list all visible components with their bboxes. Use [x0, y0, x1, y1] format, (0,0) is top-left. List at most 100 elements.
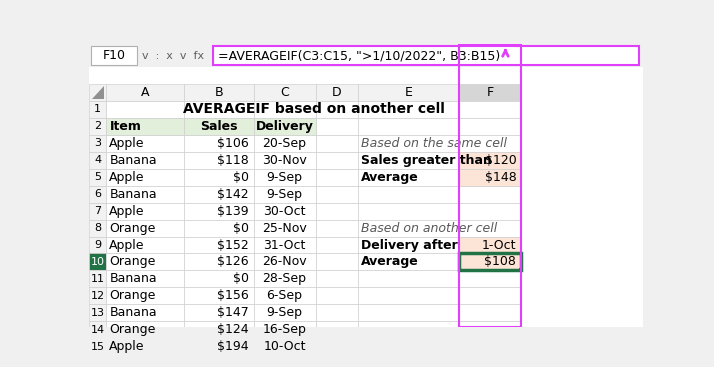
Text: 9: 9: [94, 240, 101, 250]
Text: $147: $147: [217, 306, 249, 319]
Text: Orange: Orange: [109, 323, 156, 336]
Text: 16-Sep: 16-Sep: [263, 323, 306, 336]
Bar: [106, 186, 183, 203]
Text: Orange: Orange: [109, 255, 156, 268]
Text: 15: 15: [91, 342, 105, 352]
Bar: [459, 44, 521, 327]
Text: Apple: Apple: [109, 171, 145, 184]
Bar: [253, 237, 316, 254]
Bar: [358, 101, 459, 118]
Text: $139: $139: [217, 205, 249, 218]
Text: 9-Sep: 9-Sep: [266, 188, 303, 201]
Text: Item: Item: [109, 120, 141, 133]
Text: $0: $0: [233, 171, 249, 184]
Bar: [358, 203, 459, 219]
Bar: [253, 118, 316, 135]
Text: 31-Oct: 31-Oct: [263, 239, 306, 251]
Text: Sales: Sales: [200, 120, 238, 133]
Bar: [89, 84, 106, 101]
Bar: [183, 254, 253, 270]
Bar: [106, 287, 183, 304]
Text: 13: 13: [91, 308, 105, 318]
Bar: [89, 219, 106, 237]
Bar: [459, 237, 521, 254]
Bar: [316, 118, 358, 135]
Bar: [89, 287, 106, 304]
Bar: [358, 84, 459, 101]
Bar: [106, 237, 183, 254]
Text: 12: 12: [91, 291, 105, 301]
Bar: [106, 338, 183, 355]
Bar: [253, 321, 316, 338]
Text: 30-Nov: 30-Nov: [262, 154, 307, 167]
Bar: [106, 118, 183, 135]
Text: $0: $0: [233, 272, 249, 286]
Bar: [89, 321, 106, 338]
Bar: [316, 203, 358, 219]
Text: $120: $120: [485, 154, 516, 167]
Text: Average: Average: [361, 255, 419, 268]
Bar: [316, 219, 358, 237]
Polygon shape: [91, 86, 104, 99]
Bar: [358, 237, 459, 254]
Bar: [183, 169, 253, 186]
Bar: [183, 270, 253, 287]
Bar: [106, 254, 183, 270]
Bar: [183, 304, 253, 321]
Text: 1: 1: [94, 105, 101, 115]
Bar: [183, 84, 253, 101]
Bar: [183, 219, 253, 237]
Bar: [459, 287, 521, 304]
Bar: [253, 84, 316, 101]
Bar: [459, 84, 521, 101]
Text: E: E: [405, 86, 413, 99]
Bar: [316, 84, 358, 101]
Bar: [253, 169, 316, 186]
Bar: [316, 135, 358, 152]
Bar: [106, 270, 183, 287]
Text: Delivery: Delivery: [256, 120, 313, 133]
Bar: [183, 118, 253, 135]
Text: Banana: Banana: [109, 272, 157, 286]
Bar: [106, 304, 183, 321]
Bar: [459, 304, 521, 321]
Bar: [106, 84, 183, 101]
Text: =AVERAGEIF(C3:C15, ">1/10/2022", B3:B15): =AVERAGEIF(C3:C15, ">1/10/2022", B3:B15): [218, 49, 500, 62]
Bar: [358, 152, 459, 169]
Bar: [89, 152, 106, 169]
Text: AVERAGEIF based on another cell: AVERAGEIF based on another cell: [183, 102, 445, 116]
Text: $108: $108: [484, 255, 516, 268]
Text: C: C: [280, 86, 289, 99]
Bar: [316, 287, 358, 304]
Bar: [316, 270, 358, 287]
Bar: [89, 101, 106, 118]
Bar: [253, 118, 316, 135]
Bar: [213, 46, 639, 65]
Bar: [89, 254, 106, 270]
Bar: [459, 169, 521, 186]
Bar: [89, 186, 106, 203]
Text: 20-Sep: 20-Sep: [263, 137, 306, 150]
Bar: [459, 152, 521, 169]
Text: 25-Nov: 25-Nov: [262, 222, 307, 235]
Text: 28-Sep: 28-Sep: [263, 272, 306, 286]
Bar: [183, 237, 253, 254]
Text: 14: 14: [91, 325, 105, 335]
Text: 5: 5: [94, 172, 101, 182]
Bar: [316, 304, 358, 321]
Bar: [253, 135, 316, 152]
Text: 8: 8: [94, 223, 101, 233]
Text: $118: $118: [217, 154, 249, 167]
Text: 2: 2: [94, 121, 101, 131]
Bar: [358, 304, 459, 321]
Bar: [459, 254, 521, 270]
Bar: [459, 135, 521, 152]
Bar: [316, 321, 358, 338]
Bar: [358, 219, 459, 237]
Bar: [358, 135, 459, 152]
Text: 9-Sep: 9-Sep: [266, 171, 303, 184]
Text: Orange: Orange: [109, 289, 156, 302]
Text: Apple: Apple: [109, 340, 145, 353]
Text: $194: $194: [217, 340, 249, 353]
Text: Average: Average: [361, 171, 419, 184]
